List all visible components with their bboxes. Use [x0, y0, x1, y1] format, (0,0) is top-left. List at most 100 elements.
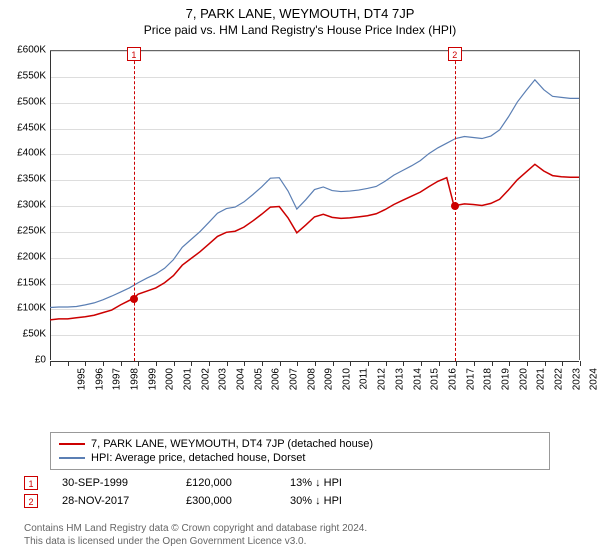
x-tick [103, 361, 104, 366]
x-tick [386, 361, 387, 366]
x-tick-label: 1998 [129, 368, 140, 390]
x-tick [156, 361, 157, 366]
x-tick-label: 2024 [589, 368, 600, 390]
sale-price: £300,000 [186, 495, 266, 507]
x-tick-label: 2020 [518, 368, 529, 390]
x-tick-label: 2015 [430, 368, 441, 390]
series-hpi [50, 80, 579, 308]
legend-label: HPI: Average price, detached house, Dors… [91, 452, 305, 464]
legend-label: 7, PARK LANE, WEYMOUTH, DT4 7JP (detache… [91, 438, 373, 450]
sale-date: 28-NOV-2017 [62, 495, 162, 507]
x-tick [492, 361, 493, 366]
x-tick-label: 1997 [112, 368, 123, 390]
sale-price: £120,000 [186, 477, 266, 489]
footer-line-1: Contains HM Land Registry data © Crown c… [24, 522, 584, 535]
x-tick-label: 2009 [324, 368, 335, 390]
x-tick-label: 2017 [465, 368, 476, 390]
x-tick [68, 361, 69, 366]
x-tick-label: 2004 [235, 368, 246, 390]
legend-box: 7, PARK LANE, WEYMOUTH, DT4 7JP (detache… [50, 432, 550, 470]
x-tick-label: 2005 [253, 368, 264, 390]
x-tick-label: 2001 [182, 368, 193, 390]
chart-area: 12 £0£50K£100K£150K£200K£250K£300K£350K£… [0, 42, 600, 422]
sale-row: 228-NOV-2017£300,00030% ↓ HPI [24, 492, 584, 510]
legend-swatch [59, 443, 85, 445]
legend-item: HPI: Average price, detached house, Dors… [59, 451, 541, 465]
x-tick-label: 2003 [218, 368, 229, 390]
x-tick-label: 2016 [447, 368, 458, 390]
x-tick [509, 361, 510, 366]
x-tick-label: 2011 [358, 368, 369, 390]
footer-line-2: This data is licensed under the Open Gov… [24, 535, 584, 548]
x-tick-label: 2019 [500, 368, 511, 390]
sale-marker-box: 2 [24, 494, 38, 508]
chart-subtitle: Price paid vs. HM Land Registry's House … [0, 21, 600, 41]
x-tick-label: 2012 [377, 368, 388, 390]
x-tick [350, 361, 351, 366]
x-tick-label: 2023 [571, 368, 582, 390]
y-tick-label: £100K [2, 303, 46, 314]
x-tick-label: 1996 [94, 368, 105, 390]
legend-swatch [59, 457, 85, 459]
x-tick [333, 361, 334, 366]
x-tick [545, 361, 546, 366]
series-svg [50, 51, 579, 360]
sale-row: 1 30-SEP-1999 £120,000 13% ↓ HPI [24, 474, 584, 492]
y-tick-label: £50K [2, 329, 46, 340]
y-tick-label: £600K [2, 45, 46, 56]
x-tick [227, 361, 228, 366]
sales-table: 1 30-SEP-1999 £120,000 13% ↓ HPI 2 28-NOV-201… [24, 474, 584, 510]
x-tick [297, 361, 298, 366]
x-tick [403, 361, 404, 366]
x-tick-label: 2013 [394, 368, 405, 390]
x-tick [439, 361, 440, 366]
x-tick [474, 361, 475, 366]
y-tick-label: £150K [2, 277, 46, 288]
sale-dot [451, 202, 459, 210]
y-tick-label: £350K [2, 174, 46, 185]
y-tick-label: £550K [2, 70, 46, 81]
sale-marker-box: 2 [448, 47, 462, 61]
x-tick [85, 361, 86, 366]
x-tick [174, 361, 175, 366]
x-tick [244, 361, 245, 366]
x-tick-label: 2021 [536, 368, 547, 390]
x-tick [209, 361, 210, 366]
y-tick-label: £500K [2, 96, 46, 107]
x-tick [421, 361, 422, 366]
y-tick-label: £300K [2, 200, 46, 211]
x-tick [138, 361, 139, 366]
sale-diff: 13% ↓ HPI [290, 477, 390, 489]
plot-region: 12 [50, 50, 580, 360]
sale-vline [134, 51, 135, 361]
x-tick-label: 1999 [147, 368, 158, 390]
x-tick-label: 2007 [288, 368, 299, 390]
y-tick-label: £400K [2, 148, 46, 159]
x-tick [315, 361, 316, 366]
x-tick-label: 2014 [412, 368, 423, 390]
sale-marker-box: 1 [24, 476, 38, 490]
footer-attribution: Contains HM Land Registry data © Crown c… [24, 522, 584, 548]
x-tick-label: 1995 [76, 368, 87, 390]
x-tick [562, 361, 563, 366]
x-tick [527, 361, 528, 366]
y-tick-label: £0 [2, 355, 46, 366]
x-tick-label: 2008 [306, 368, 317, 390]
x-tick [50, 361, 51, 366]
x-tick-label: 2002 [200, 368, 211, 390]
y-tick-label: £450K [2, 122, 46, 133]
x-tick-label: 2010 [341, 368, 352, 390]
x-tick [368, 361, 369, 366]
x-tick [580, 361, 581, 366]
sale-date: 30-SEP-1999 [62, 477, 162, 489]
y-tick-label: £250K [2, 225, 46, 236]
x-tick [262, 361, 263, 366]
x-tick-label: 2022 [553, 368, 564, 390]
sale-dot [130, 295, 138, 303]
x-tick-label: 2006 [271, 368, 282, 390]
sale-marker-box: 1 [127, 47, 141, 61]
y-tick-label: £200K [2, 251, 46, 262]
x-tick [280, 361, 281, 366]
chart-container: { "title": "7, PARK LANE, WEYMOUTH, DT4 … [0, 0, 600, 560]
x-tick [121, 361, 122, 366]
